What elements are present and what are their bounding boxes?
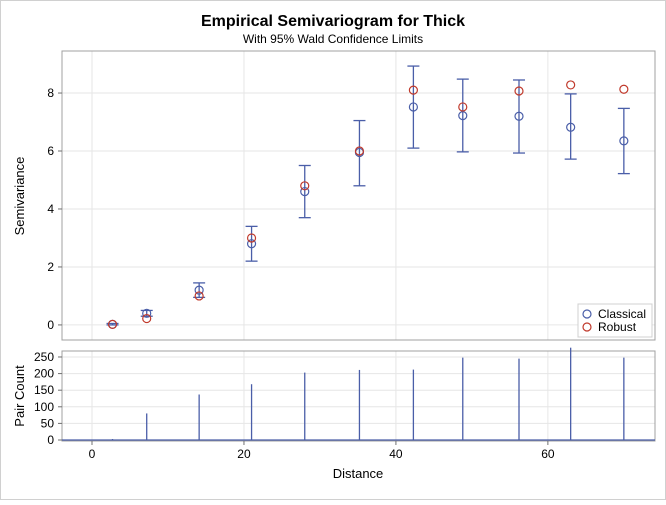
bottom-y-tick-label: 200: [34, 367, 54, 381]
classical-point: [566, 122, 576, 132]
robust-point: [458, 102, 468, 112]
chart-title: Empirical Semivariogram for Thick: [201, 13, 465, 30]
robust-point: [408, 85, 418, 95]
robust-point: [354, 146, 365, 156]
classical-point: [514, 111, 524, 121]
x-tick-label: 20: [237, 447, 251, 461]
robust-point: [142, 313, 152, 324]
robust-point: [566, 80, 576, 90]
classical-point: [619, 136, 629, 146]
legend-robust-label: Robust: [598, 320, 637, 334]
top-y-tick-label: 4: [47, 202, 54, 216]
robust-point: [194, 291, 204, 301]
classical-point: [458, 111, 468, 121]
top-y-tick-label: 6: [47, 144, 54, 158]
robust-point: [246, 233, 257, 243]
top-y-tick-label: 2: [47, 260, 54, 274]
bottom-y-tick-label: 0: [47, 433, 54, 447]
legend-robust-marker: [582, 322, 592, 332]
x-axis-label: Distance: [333, 466, 384, 481]
bottom-plot-frame: [61, 350, 656, 442]
bottom-y-tick-label: 50: [41, 416, 55, 430]
classical-point: [194, 285, 204, 295]
bottom-y-tick-label: 250: [34, 350, 54, 364]
robust-point: [107, 319, 118, 329]
legend-classical-label: Classical: [598, 307, 646, 321]
top-plot-frame: [61, 50, 656, 341]
bottom-y-tick-label: 150: [34, 383, 54, 397]
robust-point: [619, 84, 629, 94]
top-y-tick-label: 8: [47, 86, 54, 100]
x-tick-label: 60: [541, 447, 555, 461]
x-tick-label: 40: [389, 447, 403, 461]
legend-classical-marker: [582, 309, 592, 319]
top-y-tick-label: 0: [47, 318, 54, 332]
bottom-y-tick-label: 100: [34, 400, 54, 414]
classical-point: [142, 308, 152, 318]
bottom-y-axis-label: Pair Count: [12, 365, 27, 427]
chart-subtitle: With 95% Wald Confidence Limits: [243, 32, 423, 46]
robust-point: [300, 181, 310, 191]
classical-point: [246, 239, 257, 249]
classical-point: [408, 102, 418, 112]
robust-point: [514, 86, 524, 96]
x-tick-label: 0: [89, 447, 96, 461]
top-y-axis-label: Semivariance: [12, 157, 27, 236]
legend-box: [577, 303, 653, 338]
classical-point: [300, 186, 310, 197]
legend: Classical Robust: [577, 303, 653, 338]
